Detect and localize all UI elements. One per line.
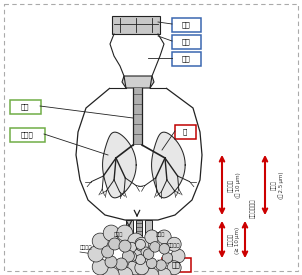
Circle shape (145, 230, 159, 244)
Circle shape (145, 268, 159, 275)
Circle shape (109, 238, 120, 250)
Circle shape (122, 250, 134, 262)
Circle shape (103, 225, 119, 241)
Text: 気管: 気管 (21, 103, 29, 110)
FancyBboxPatch shape (133, 88, 142, 145)
Text: 肺: 肺 (183, 128, 187, 135)
Circle shape (167, 237, 181, 251)
FancyBboxPatch shape (172, 18, 201, 32)
Circle shape (143, 249, 154, 259)
FancyBboxPatch shape (172, 51, 201, 65)
Text: 肺動脈: 肺動脈 (113, 232, 123, 237)
Circle shape (159, 244, 170, 254)
Circle shape (156, 260, 166, 270)
Circle shape (119, 240, 131, 252)
FancyBboxPatch shape (9, 100, 40, 114)
Circle shape (136, 240, 146, 249)
Circle shape (117, 267, 133, 275)
Circle shape (105, 256, 117, 268)
FancyBboxPatch shape (175, 125, 195, 139)
Circle shape (88, 246, 104, 262)
Text: (＜ 2.5 μm): (＜ 2.5 μm) (278, 171, 284, 199)
Text: (＜ 10 μm): (＜ 10 μm) (235, 172, 241, 198)
Circle shape (117, 225, 133, 241)
Polygon shape (103, 132, 136, 198)
Text: 肺胞: 肺胞 (172, 261, 180, 268)
Text: 肺靜脈: 肺靜脈 (155, 232, 165, 237)
Circle shape (92, 233, 108, 249)
Circle shape (102, 246, 114, 258)
Circle shape (131, 249, 145, 263)
Circle shape (146, 258, 157, 268)
Text: 上部気道: 上部気道 (228, 233, 234, 246)
FancyBboxPatch shape (162, 257, 191, 271)
Circle shape (92, 259, 108, 275)
Circle shape (162, 253, 173, 263)
FancyBboxPatch shape (172, 34, 201, 48)
Circle shape (150, 242, 160, 252)
FancyBboxPatch shape (4, 4, 298, 271)
Circle shape (103, 267, 119, 275)
Circle shape (127, 242, 137, 252)
Circle shape (171, 249, 185, 263)
FancyBboxPatch shape (126, 220, 133, 242)
Circle shape (115, 258, 127, 270)
FancyBboxPatch shape (112, 16, 160, 34)
Circle shape (157, 268, 171, 275)
Circle shape (141, 247, 151, 257)
Circle shape (167, 261, 181, 275)
Circle shape (127, 252, 137, 262)
Circle shape (132, 246, 148, 262)
Circle shape (128, 259, 144, 275)
Text: 呼吸域: 呼吸域 (271, 180, 277, 190)
Circle shape (157, 230, 171, 244)
FancyBboxPatch shape (145, 220, 152, 242)
FancyBboxPatch shape (9, 128, 44, 142)
Text: 毛細血管: 毛細血管 (80, 246, 92, 251)
Polygon shape (152, 132, 185, 198)
Polygon shape (122, 76, 154, 88)
Text: 咍頭: 咍頭 (182, 38, 190, 45)
Circle shape (128, 233, 144, 249)
Text: 気管支: 気管支 (21, 131, 34, 138)
Circle shape (136, 255, 146, 265)
Circle shape (135, 261, 149, 275)
Text: 鼻腔: 鼻腔 (182, 21, 190, 28)
Circle shape (135, 237, 149, 251)
Text: 下部気道: 下部気道 (228, 178, 234, 191)
Text: 繊末気管地域: 繊末気管地域 (250, 198, 256, 218)
FancyBboxPatch shape (136, 220, 142, 244)
Text: 喉頭: 喉頭 (182, 55, 190, 62)
Text: 細気管支: 細気管支 (168, 243, 181, 249)
Text: (≥ 10 μm): (≥ 10 μm) (236, 226, 240, 254)
